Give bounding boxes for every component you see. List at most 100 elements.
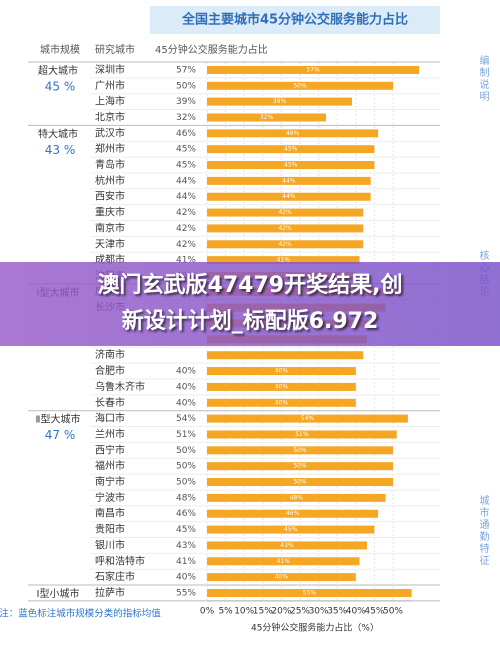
x-tick-label: 35% bbox=[327, 606, 347, 616]
city-label: 深圳市 bbox=[95, 63, 125, 76]
city-label: 福州市 bbox=[95, 459, 125, 472]
city-label: 西宁市 bbox=[95, 443, 125, 456]
note: 注：蓝色标注城市规模分类的指标均值 bbox=[0, 608, 161, 620]
x-tick-label: 20% bbox=[271, 606, 291, 616]
sidebar-tab[interactable]: 编制说明 bbox=[477, 55, 488, 103]
bar bbox=[207, 65, 420, 74]
bar-label: 50% bbox=[293, 479, 307, 486]
overlay-text: 新设计计划_标配版6.972 bbox=[121, 309, 379, 334]
value-label: 54% bbox=[176, 414, 196, 424]
bar bbox=[207, 145, 375, 154]
value-label: 43% bbox=[176, 541, 196, 551]
city-label: 西安市 bbox=[95, 190, 125, 203]
group-name: Ⅱ型大城市 bbox=[36, 413, 81, 426]
bar bbox=[207, 240, 364, 249]
value-label: 45% bbox=[176, 145, 196, 155]
bar-label: 42% bbox=[278, 241, 292, 248]
value-label: 50% bbox=[176, 81, 196, 91]
bar bbox=[207, 113, 327, 122]
x-tick-label: 40% bbox=[346, 606, 366, 616]
value-label: 42% bbox=[176, 240, 196, 250]
bar bbox=[207, 430, 397, 439]
bar-label: 41% bbox=[277, 558, 291, 565]
bar bbox=[207, 462, 393, 471]
city-label: 乌鲁木齐市 bbox=[95, 380, 145, 393]
city-label: 青岛市 bbox=[95, 158, 125, 171]
bar-label: 39% bbox=[273, 98, 287, 105]
value-label: 42% bbox=[176, 224, 196, 234]
value-label: 32% bbox=[176, 113, 196, 123]
city-label: 南京市 bbox=[95, 221, 125, 234]
bar-label: 42% bbox=[278, 209, 292, 216]
value-label: 41% bbox=[176, 256, 196, 266]
bar-label: 43% bbox=[280, 542, 294, 549]
bar bbox=[207, 573, 356, 582]
group-name: Ⅰ型小城市 bbox=[37, 587, 80, 600]
value-label: 55% bbox=[176, 588, 196, 598]
city-label: 银川市 bbox=[95, 538, 125, 551]
bar bbox=[207, 351, 364, 360]
group-name: 特大城市 bbox=[38, 127, 78, 140]
x-axis-title: 45分钟公交服务能力占比（%） bbox=[251, 622, 379, 634]
bar-label: 55% bbox=[303, 589, 317, 596]
x-tick-label: 5% bbox=[218, 606, 233, 616]
bar bbox=[207, 81, 393, 90]
bar-label: 45% bbox=[284, 146, 298, 153]
value-label: 41% bbox=[176, 557, 196, 567]
sidebar-tab[interactable]: 城市通勤特征 bbox=[477, 495, 488, 567]
bar bbox=[207, 509, 379, 518]
bar bbox=[207, 478, 393, 487]
value-label: 51% bbox=[176, 430, 196, 440]
bar-label: 44% bbox=[282, 193, 296, 200]
bar-label: 40% bbox=[275, 574, 289, 581]
chart-title: 全国主要城市45分钟公交服务能力占比 bbox=[181, 12, 408, 28]
bar-label: 45% bbox=[284, 526, 298, 533]
header: 城市规模 bbox=[40, 43, 80, 56]
city-label: 南宁市 bbox=[95, 475, 125, 488]
x-tick-label: 30% bbox=[309, 606, 329, 616]
overlay-banner: 澳门玄武版47479开奖结果,创 新设计计划_标配版6.972 bbox=[0, 262, 500, 346]
value-label: 44% bbox=[176, 192, 196, 202]
value-label: 45% bbox=[176, 525, 196, 535]
bar-label: 40% bbox=[275, 383, 289, 390]
city-label: 郑州市 bbox=[95, 142, 125, 155]
bar-label: 42% bbox=[278, 225, 292, 232]
bar bbox=[207, 97, 353, 106]
bar-label: 51% bbox=[295, 431, 309, 438]
city-label: 石家庄市 bbox=[95, 570, 135, 583]
value-label: 42% bbox=[176, 208, 196, 218]
x-tick-label: 15% bbox=[253, 606, 273, 616]
city-label: 重庆市 bbox=[95, 206, 125, 219]
city-label: 上海市 bbox=[95, 95, 125, 108]
bar bbox=[207, 557, 360, 566]
bar bbox=[207, 367, 356, 376]
x-tick-label: 50% bbox=[383, 606, 403, 616]
bar bbox=[207, 129, 379, 138]
bar-label: 57% bbox=[306, 66, 320, 73]
title-box bbox=[150, 6, 440, 34]
value-label: 48% bbox=[176, 493, 196, 503]
bar bbox=[207, 398, 356, 407]
bar-label: 54% bbox=[301, 415, 315, 422]
x-tick-label: 10% bbox=[234, 606, 254, 616]
city-label: 北京市 bbox=[95, 110, 125, 123]
city-label: 海口市 bbox=[95, 412, 125, 425]
group-name: 超大城市 bbox=[38, 64, 78, 77]
bar bbox=[207, 414, 408, 423]
header: 45分钟公交服务能力占比 bbox=[155, 43, 268, 56]
bar bbox=[207, 493, 386, 502]
value-label: 40% bbox=[176, 398, 196, 408]
value-label: 40% bbox=[176, 367, 196, 377]
city-label: 宁波市 bbox=[95, 491, 125, 504]
bar-label: 50% bbox=[293, 82, 307, 89]
value-label: 50% bbox=[176, 446, 196, 456]
value-label: 50% bbox=[176, 478, 196, 488]
bar bbox=[207, 446, 393, 455]
bar bbox=[207, 588, 412, 597]
x-tick-label: 25% bbox=[290, 606, 310, 616]
city-label: 兰州市 bbox=[95, 427, 125, 440]
bar-label: 46% bbox=[286, 130, 300, 137]
city-label: 南昌市 bbox=[95, 507, 125, 520]
bar bbox=[207, 161, 375, 170]
